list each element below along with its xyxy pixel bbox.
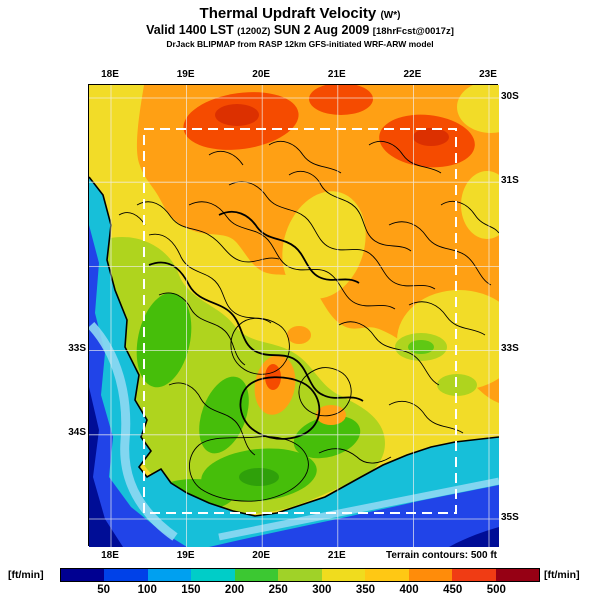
lon-label-bottom-21e: 21E bbox=[327, 550, 346, 561]
valid-date: SUN 2 Aug 2009 bbox=[273, 23, 370, 37]
attribution-line: DrJack BLIPMAP from RASP 12km GFS-initia… bbox=[166, 39, 434, 49]
legend-segment bbox=[61, 569, 105, 581]
legend-segment bbox=[278, 569, 322, 581]
legend-segment bbox=[408, 569, 453, 581]
legend-segment bbox=[365, 569, 409, 581]
lon-label-top-21e: 21E bbox=[327, 69, 346, 80]
red-lift-blobs bbox=[183, 85, 475, 168]
valid-line: Valid 1400 LST (1200Z) SUN 2 Aug 2009 [1… bbox=[0, 23, 600, 37]
legend-tick-500: 500 bbox=[486, 584, 506, 596]
lat-label-right-33s: 33S bbox=[501, 343, 519, 354]
lon-label-top-19e: 19E bbox=[176, 69, 195, 80]
legend-segment bbox=[452, 569, 496, 581]
legend-tick-150: 150 bbox=[181, 584, 201, 596]
legend-tick-250: 250 bbox=[268, 584, 288, 596]
legend-tick-350: 350 bbox=[355, 584, 376, 596]
legend-tick-50: 50 bbox=[97, 584, 111, 596]
legend-segment bbox=[495, 569, 539, 581]
title-unit: (W*) bbox=[380, 10, 401, 21]
lat-label-left-33s: 33S bbox=[68, 343, 86, 354]
valid-fcst: [18hrFcst@0017z] bbox=[372, 26, 454, 37]
lon-label-bottom-19e: 19E bbox=[176, 550, 195, 561]
lon-label-top-23e: 23E bbox=[479, 69, 497, 80]
coastline bbox=[89, 176, 499, 517]
legend-ticks: 50 100 150 200 250 300 350 400 450 500 bbox=[60, 584, 540, 598]
lat-label-right-31s: 31S bbox=[501, 175, 519, 186]
valid-prefix: Valid 1400 LST bbox=[146, 23, 234, 37]
legend-tick-200: 200 bbox=[224, 584, 245, 596]
lat-label-right-30s: 30S bbox=[501, 91, 519, 102]
valid-zulu: (1200Z) bbox=[237, 26, 271, 37]
ocean-region bbox=[89, 177, 499, 547]
legend-segment bbox=[234, 569, 279, 581]
page-title: Thermal Updraft Velocity (W*) bbox=[0, 5, 600, 22]
legend-tick-300: 300 bbox=[312, 584, 332, 596]
legend-segment bbox=[104, 569, 148, 581]
legend-bar bbox=[60, 568, 540, 582]
legend-segment bbox=[321, 569, 366, 581]
green-lift-regions bbox=[89, 236, 477, 515]
model-domain-outline bbox=[143, 128, 457, 514]
unit-label-right: [ft/min] bbox=[544, 569, 580, 581]
lon-label-top-22e: 22E bbox=[403, 69, 422, 80]
lat-label-left-34s: 34S bbox=[68, 427, 86, 438]
lat-label-right-35s: 35S bbox=[501, 512, 519, 523]
legend-tick-400: 400 bbox=[399, 584, 419, 596]
title-text: Thermal Updraft Velocity bbox=[199, 5, 377, 22]
legend-tick-450: 450 bbox=[443, 584, 463, 596]
terrain-note: Terrain contours: 500 ft bbox=[386, 550, 497, 561]
lon-label-top-18e: 18E bbox=[101, 69, 119, 80]
legend-segment bbox=[147, 569, 192, 581]
forecast-map-canvas bbox=[89, 85, 499, 547]
latlon-grid bbox=[89, 85, 499, 547]
map-frame bbox=[88, 84, 499, 547]
legend-segment bbox=[191, 569, 235, 581]
unit-label-left: [ft/min] bbox=[8, 569, 44, 581]
header: Thermal Updraft Velocity (W*) Valid 1400… bbox=[0, 5, 600, 49]
lon-label-bottom-20e: 20E bbox=[252, 550, 271, 561]
legend-tick-100: 100 bbox=[137, 584, 157, 596]
lon-label-top-20e: 20E bbox=[252, 69, 271, 80]
lon-label-bottom-18e: 18E bbox=[101, 550, 119, 561]
